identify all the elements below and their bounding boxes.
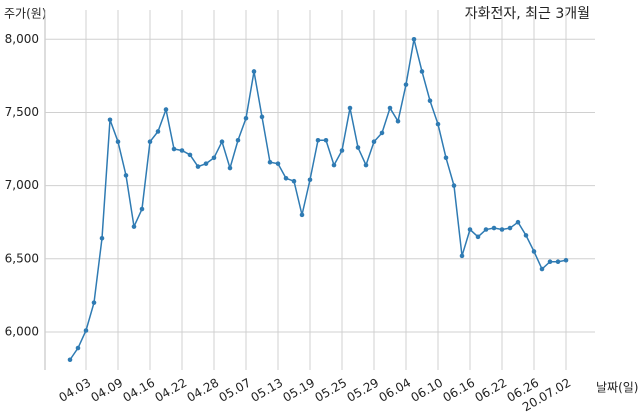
x-tick-label: 06.16 — [440, 376, 477, 405]
data-point — [67, 357, 73, 363]
x-tick-label: 06.10 — [408, 376, 445, 405]
x-tick-label: 05.29 — [344, 376, 381, 405]
x-tick-label: 04.16 — [120, 376, 157, 405]
y-tick-label: 6,000 — [5, 324, 39, 338]
x-tick-label: 05.25 — [312, 376, 349, 405]
data-point — [299, 212, 305, 218]
data-point — [307, 177, 313, 183]
data-point — [451, 183, 457, 188]
data-point — [91, 300, 97, 305]
y-tick-label: 7,000 — [5, 178, 39, 192]
data-point — [107, 117, 113, 123]
data-point — [211, 155, 217, 161]
data-point — [123, 173, 129, 178]
x-tick-label: 04.28 — [184, 376, 221, 405]
data-point — [523, 233, 529, 238]
x-tick-label: 06.22 — [472, 376, 509, 405]
data-point — [347, 105, 353, 111]
data-point — [411, 36, 417, 42]
data-point — [187, 152, 193, 158]
y-tick-label: 7,500 — [5, 105, 39, 119]
x-tick-label: 04.22 — [152, 376, 189, 405]
y-tick-label: 8,000 — [5, 32, 39, 46]
data-point — [387, 105, 393, 111]
data-point — [155, 129, 161, 134]
data-point — [435, 121, 441, 127]
data-point — [203, 161, 209, 166]
data-point — [363, 162, 369, 168]
data-point — [443, 155, 449, 161]
data-point — [403, 82, 409, 87]
data-point — [171, 146, 177, 152]
data-point — [355, 145, 361, 150]
data-point — [283, 175, 289, 181]
data-point — [83, 328, 89, 333]
data-point — [467, 227, 473, 232]
data-point — [555, 259, 561, 265]
data-point — [195, 164, 201, 169]
data-point — [427, 98, 433, 104]
data-point — [227, 165, 233, 171]
data-point — [163, 107, 169, 112]
data-point — [291, 178, 297, 184]
data-point — [139, 206, 145, 212]
x-axis-label: 날짜(일) — [596, 381, 638, 395]
data-point — [371, 139, 377, 145]
data-point — [323, 137, 329, 143]
data-point — [539, 266, 545, 272]
y-tick-label: 6,500 — [5, 251, 39, 265]
data-point — [315, 137, 321, 143]
x-tick-label: 05.19 — [280, 376, 317, 405]
data-point — [115, 139, 121, 145]
x-tick-label: 04.09 — [88, 376, 125, 405]
data-point — [483, 227, 489, 232]
data-point — [547, 259, 553, 265]
x-tick-label: 05.13 — [248, 376, 285, 405]
x-tick-label: 06.04 — [376, 376, 413, 405]
data-point — [563, 257, 569, 263]
data-point — [459, 253, 465, 259]
data-point — [179, 148, 185, 153]
data-point — [395, 118, 401, 124]
data-point — [267, 159, 273, 165]
data-point — [75, 345, 81, 351]
data-point — [251, 69, 257, 74]
data-point — [475, 234, 481, 240]
data-point — [515, 219, 521, 225]
data-point — [235, 137, 241, 143]
chart-title: 자화전자, 최근 3개월 — [465, 6, 590, 22]
y-axis-label: 주가(원) — [4, 7, 46, 21]
data-point — [419, 69, 425, 74]
data-point — [491, 225, 497, 231]
data-point — [219, 139, 225, 145]
price-line — [69, 39, 567, 361]
data-point — [243, 115, 249, 121]
data-point — [275, 161, 281, 166]
x-tick-label: 05.07 — [216, 376, 253, 405]
data-point — [259, 114, 265, 120]
data-point — [147, 139, 153, 145]
data-point — [379, 130, 385, 136]
data-point — [499, 227, 505, 232]
data-point — [131, 224, 137, 229]
data-point — [331, 162, 337, 168]
data-point — [507, 225, 513, 231]
data-point — [531, 249, 537, 254]
data-point — [99, 235, 105, 241]
data-point — [339, 148, 345, 153]
x-tick-label: 04.03 — [56, 376, 93, 405]
